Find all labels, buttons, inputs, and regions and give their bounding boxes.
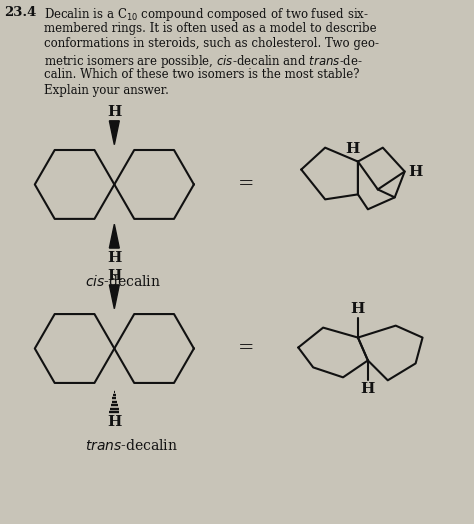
Text: H: H [346, 141, 360, 156]
Text: $\it{trans}$-decalin: $\it{trans}$-decalin [84, 438, 177, 453]
Text: calin. Which of these two isomers is the most stable?: calin. Which of these two isomers is the… [44, 68, 359, 81]
Text: Decalin is a C$_{10}$ compound composed of two fused six-: Decalin is a C$_{10}$ compound composed … [44, 6, 369, 24]
Text: =: = [238, 176, 255, 193]
Polygon shape [109, 285, 119, 309]
Text: $\it{cis}$-decalin: $\it{cis}$-decalin [84, 274, 161, 289]
Text: H: H [409, 165, 423, 179]
Text: H: H [351, 302, 365, 315]
Text: H: H [361, 383, 375, 396]
Polygon shape [109, 224, 119, 248]
Text: membered rings. It is often used as a model to describe: membered rings. It is often used as a mo… [44, 22, 376, 35]
Text: Explain your answer.: Explain your answer. [44, 83, 169, 96]
Text: H: H [107, 105, 121, 119]
Text: 23.4: 23.4 [4, 6, 36, 19]
Polygon shape [109, 121, 119, 145]
Text: =: = [238, 340, 255, 357]
Text: metric isomers are possible, $\it{cis}$-decalin and $\it{trans}$-de-: metric isomers are possible, $\it{cis}$-… [44, 53, 363, 70]
Text: H: H [107, 269, 121, 283]
Text: H: H [107, 415, 121, 429]
Text: conformations in steroids, such as cholesterol. Two geo-: conformations in steroids, such as chole… [44, 37, 379, 50]
Text: H: H [107, 251, 121, 265]
